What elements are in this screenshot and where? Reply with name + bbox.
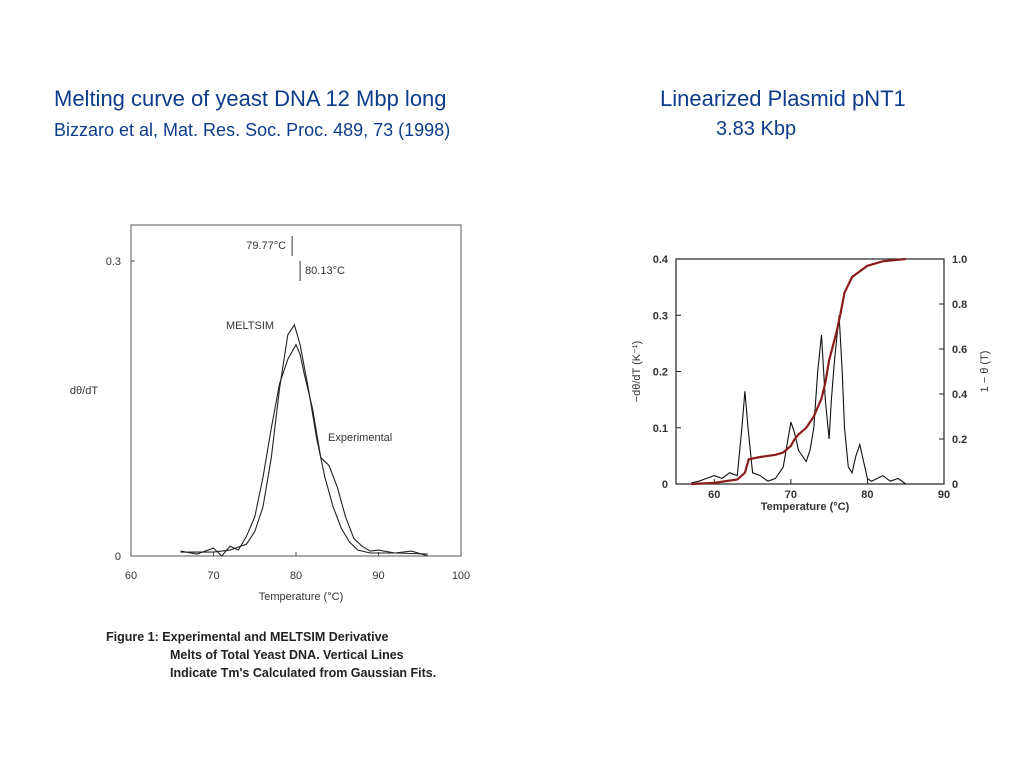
right-x-tick-label-3: 90 — [938, 489, 950, 501]
left-y-tick-label-0: 0 — [115, 551, 121, 563]
left-citation: Bizzaro et al, Mat. Res. Soc. Proc. 489,… — [54, 120, 451, 140]
right-y-tick-label-0: 0 — [662, 479, 668, 491]
right-y2-tick-label-4: 0.8 — [952, 299, 967, 311]
left-x-tick-label-0: 60 — [125, 570, 137, 582]
right-y2-tick-label-2: 0.4 — [952, 389, 968, 401]
left-x-tick-label-2: 80 — [290, 570, 302, 582]
left-y-tick-label-1: 0.3 — [106, 256, 121, 268]
right-title: Linearized Plasmid pNT1 — [660, 86, 906, 111]
right-y2-tick-label-3: 0.6 — [952, 344, 967, 356]
left-tm-label-2: 80.13°C — [305, 265, 345, 277]
left-title: Melting curve of yeast DNA 12 Mbp long — [54, 86, 447, 111]
left-x-axis-label: Temperature (°C) — [259, 591, 343, 603]
right-y-tick-label-4: 0.4 — [653, 254, 669, 266]
right-y2-tick-label-5: 1.0 — [952, 254, 967, 266]
right-x-tick-label-2: 80 — [861, 489, 873, 501]
right-x-tick-label-1: 70 — [785, 489, 797, 501]
right-y2-tick-label-0: 0 — [952, 479, 958, 491]
right-subtitle: 3.83 Kbp — [716, 118, 797, 140]
left-x-tick-label-1: 70 — [207, 570, 219, 582]
left-x-tick-label-4: 100 — [452, 570, 470, 582]
right-y-tick-label-3: 0.3 — [653, 310, 668, 322]
caption-line-2: Melts of Total Yeast DNA. Vertical Lines — [170, 648, 404, 662]
right-derivative-line — [691, 315, 907, 485]
right-y2-axis-label: 1 − θ (T) — [979, 351, 991, 393]
caption-line-1: Experimental and MELTSIM Derivative — [162, 630, 389, 644]
right-x-tick-label-0: 60 — [708, 489, 720, 501]
left-series-line-1 — [180, 343, 429, 557]
right-y-tick-label-2: 0.2 — [653, 367, 668, 379]
right-y2-tick-label-1: 0.2 — [952, 434, 967, 446]
figure-caption: Figure 1: Experimental and MELTSIM Deriv… — [106, 628, 436, 682]
left-series-line-0 — [180, 323, 429, 555]
right-y-axis-label: −dθ/dT (K⁻¹) — [631, 341, 643, 403]
left-x-tick-label-3: 90 — [372, 570, 384, 582]
left-series-label-meltsim: MELTSIM — [226, 320, 274, 332]
left-series-label-experimental: Experimental — [328, 432, 392, 444]
caption-label: Figure 1: — [106, 630, 159, 644]
right-melt-fraction-line — [691, 257, 906, 486]
left-tm-label-1: 79.77°C — [246, 240, 286, 252]
right-y-tick-label-1: 0.1 — [653, 423, 668, 435]
caption-line-3: Indicate Tm's Calculated from Gaussian F… — [170, 666, 437, 680]
right-x-axis-label: Temperature (°C) — [761, 501, 850, 513]
left-y-axis-label: dθ/dT — [70, 385, 98, 397]
